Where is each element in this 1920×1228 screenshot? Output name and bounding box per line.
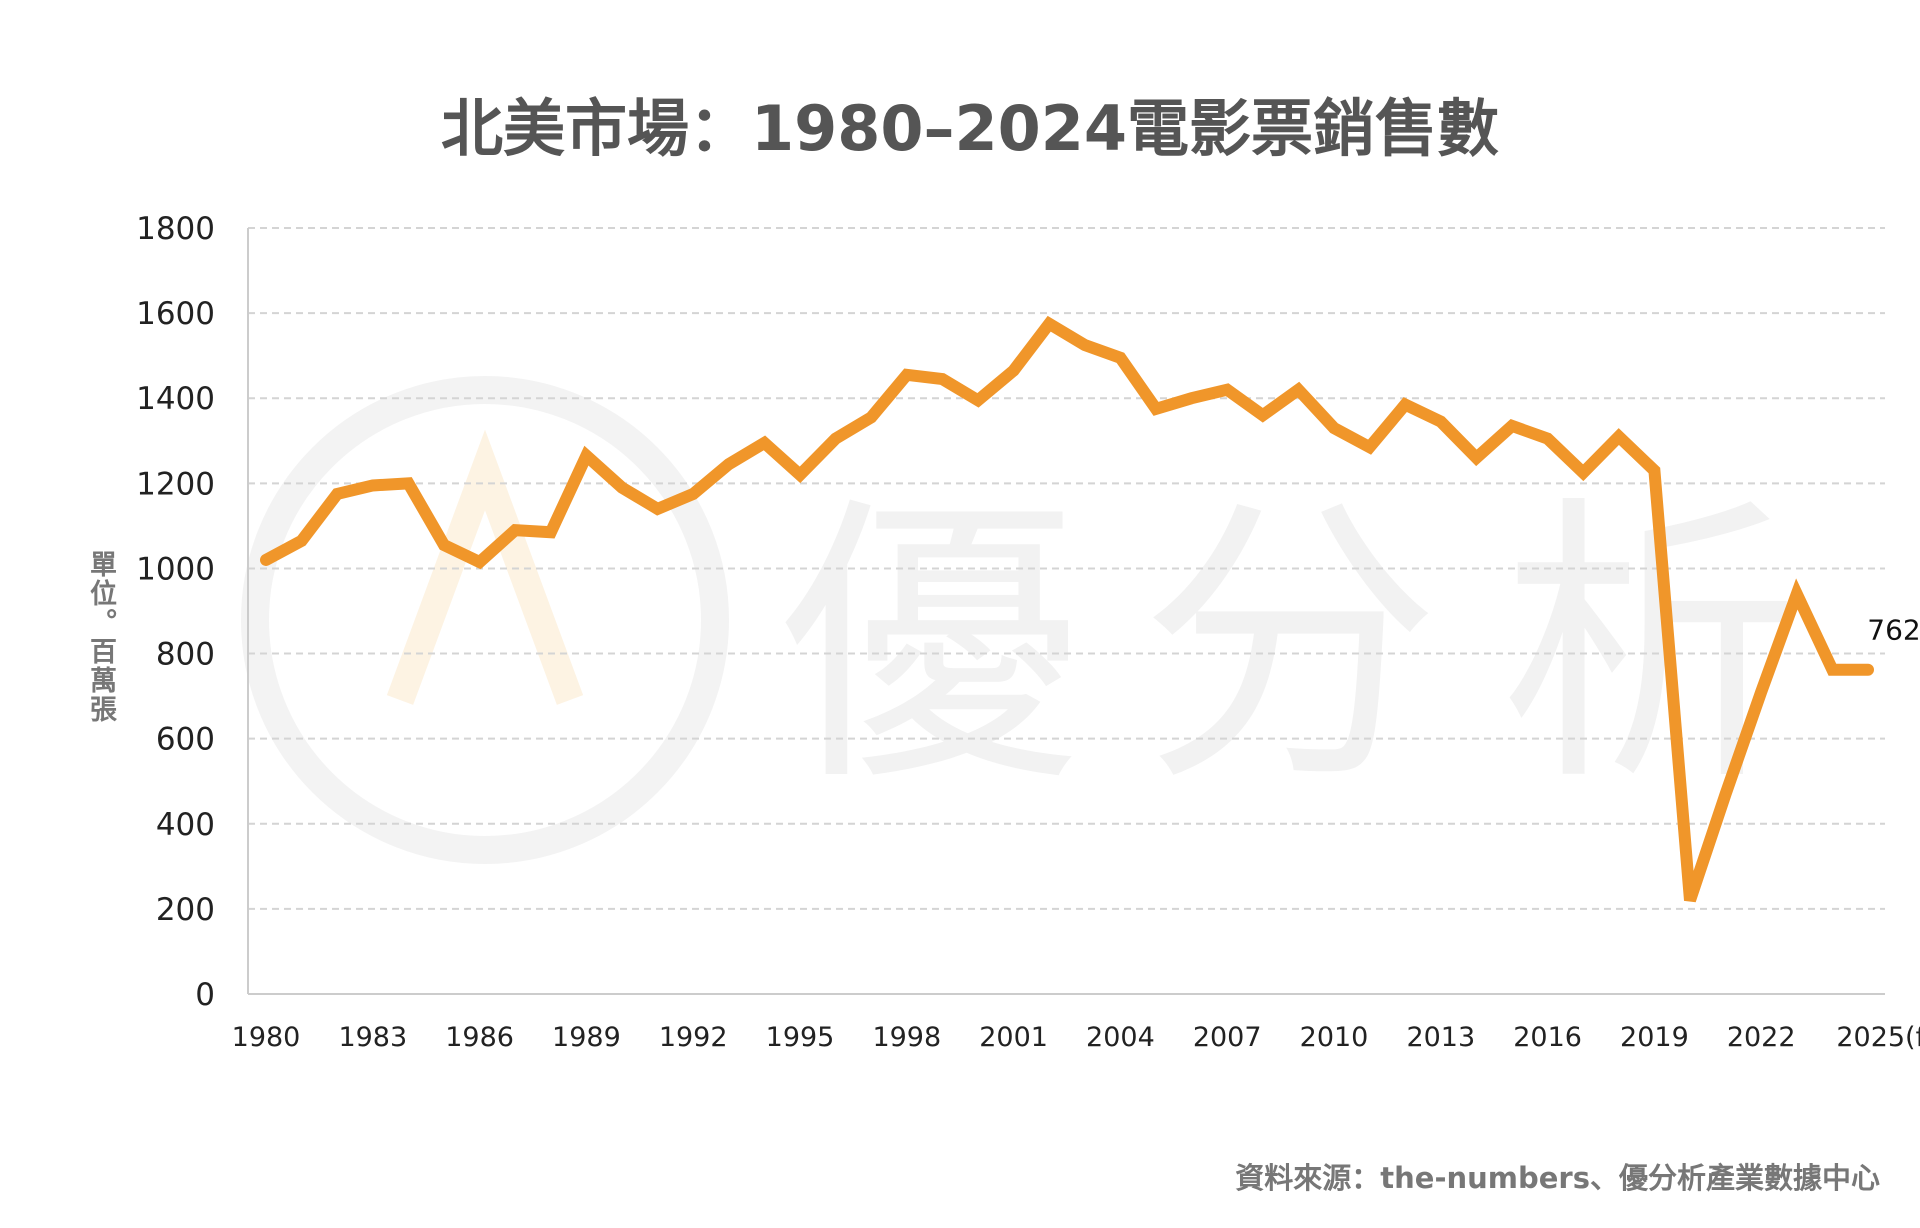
data-point [1333,427,1335,430]
x-tick-label: 2016 [1513,1022,1582,1053]
x-tick-label: 1986 [445,1022,514,1053]
data-label: 762 [1867,614,1920,647]
data-point [1261,414,1264,417]
x-tick-label: 1983 [338,1022,407,1053]
data-point [514,529,517,532]
data-point [1083,344,1086,347]
data-point [692,492,695,495]
source-note: 資料來源：the-numbers、優分析產業數據中心 [1235,1161,1880,1195]
x-tick-label: 2019 [1620,1022,1689,1053]
y-tick-label: 400 [156,807,215,843]
chart-title: 北美市場：1980–2024電影票銷售數 [440,92,1500,165]
data-point [1297,388,1300,391]
data-point [1511,424,1513,427]
data-point [585,454,588,457]
data-point [478,561,481,564]
data-point [1190,397,1193,400]
x-tick-label: 2001 [979,1022,1048,1053]
data-point [1226,388,1229,391]
data-point [549,531,552,534]
data-point [443,544,445,547]
x-tick-label: 1989 [552,1022,621,1053]
data-point [977,399,979,402]
data-point [1582,471,1585,474]
data-point [1155,407,1157,410]
x-tick-label: 2022 [1727,1022,1796,1053]
data-point [336,492,339,495]
y-tick-label: 1000 [136,551,215,587]
data-point [727,463,730,466]
y-tick-label: 600 [156,722,215,758]
y-tick-label: 1600 [136,296,215,332]
svg-text:優分析: 優分析 [780,472,1860,821]
data-point [300,539,303,542]
data-point [656,507,659,510]
data-point [1475,456,1478,459]
y-tick-label: 200 [156,892,215,928]
x-tick-label: 2007 [1193,1022,1262,1053]
watermark-logo: 優分析 [241,376,1860,864]
y-axis-label: 單位。百萬張 [85,550,116,724]
data-point [1012,369,1015,372]
x-tick-label: 1998 [872,1022,941,1053]
data-point [1048,322,1051,325]
x-tick-label: 1992 [659,1022,728,1053]
data-point [371,484,374,487]
y-tick-label: 1400 [136,381,215,417]
data-point [1689,899,1691,902]
x-tick-label: 2010 [1300,1022,1369,1053]
y-tick-label: 1800 [136,211,215,247]
data-point [1760,690,1763,693]
data-point [407,482,410,485]
x-tick-label: 2013 [1406,1022,1475,1053]
x-tick-label: 2025(f) [1836,1022,1920,1053]
data-point [1724,792,1727,795]
x-tick-label: 1980 [232,1022,301,1053]
data-point [265,558,267,561]
data-point [905,373,908,376]
data-point [1617,435,1620,438]
y-tick-label: 800 [156,637,215,673]
data-point [1831,668,1834,671]
data-point [834,437,837,440]
data-point [1867,668,1869,671]
data-point [1546,437,1549,440]
x-tick-label: 1995 [766,1022,835,1053]
data-point [621,486,623,489]
y-tick-label: 1200 [136,466,215,502]
data-point [763,441,766,444]
data-point [1653,469,1656,472]
data-point [799,473,801,476]
data-point [1119,356,1122,359]
data-point [870,416,873,419]
data-point [1795,592,1798,595]
series-line [260,315,1874,903]
y-tick-label: 0 [195,977,215,1013]
data-point [1404,403,1407,406]
data-point [1439,420,1442,423]
data-point [1368,446,1371,449]
x-tick-label: 2004 [1086,1022,1155,1053]
data-point [941,378,944,381]
